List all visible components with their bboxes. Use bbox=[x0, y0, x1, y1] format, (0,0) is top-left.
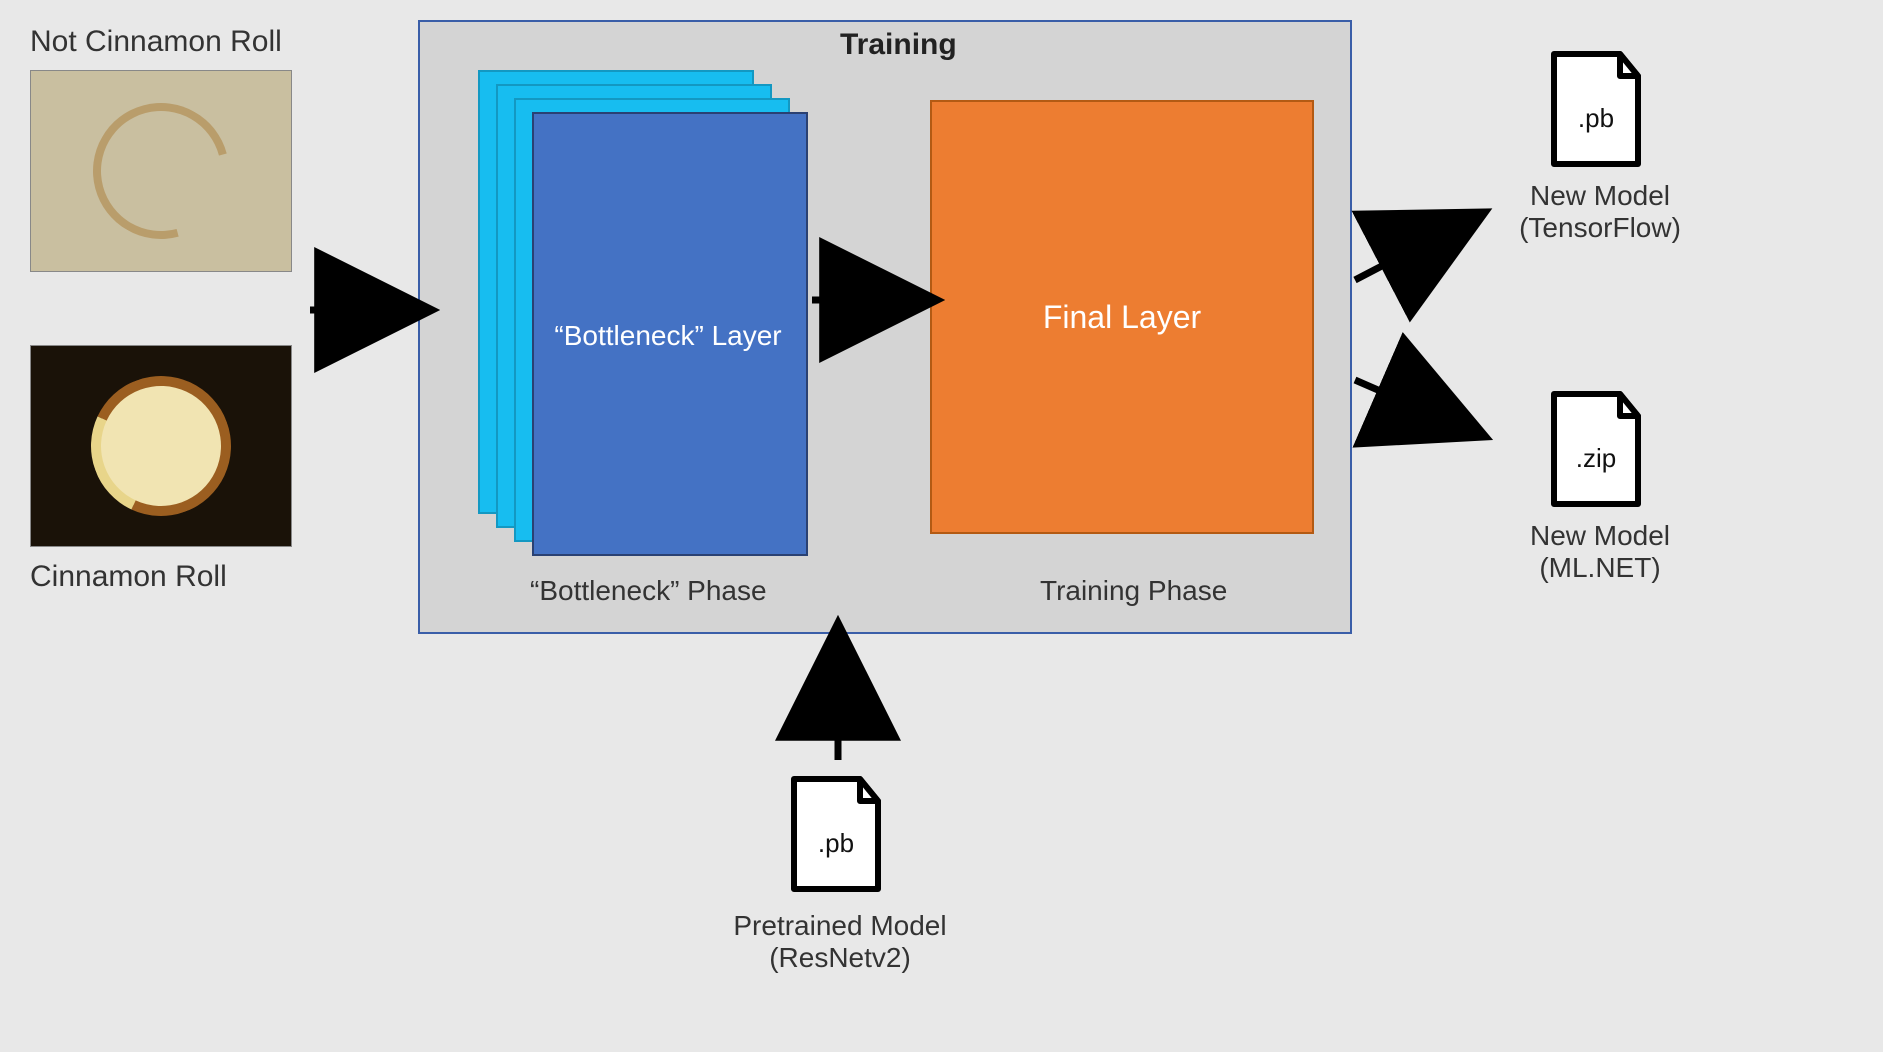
caption-line: (TensorFlow) bbox=[1500, 212, 1700, 244]
final-layer-box: Final Layer bbox=[930, 100, 1314, 534]
file-ext-label: .pb bbox=[790, 828, 882, 859]
output-caption-mlnet: New Model (ML.NET) bbox=[1500, 520, 1700, 584]
caption-line: (ResNetv2) bbox=[730, 942, 950, 974]
label-cinnamon-roll: Cinnamon Roll bbox=[30, 560, 227, 594]
file-ext-label: .pb bbox=[1550, 103, 1642, 134]
bottleneck-layer-label: “Bottleneck” Layer bbox=[532, 320, 804, 352]
caption-line: (ML.NET) bbox=[1500, 552, 1700, 584]
arrow-training-to-zip bbox=[1355, 380, 1470, 430]
image-not-cinnamon-roll bbox=[30, 70, 292, 272]
caption-line: New Model bbox=[1500, 520, 1700, 552]
swirl-icon bbox=[71, 356, 250, 535]
caption-line: New Model bbox=[1500, 180, 1700, 212]
label-not-cinnamon-roll: Not Cinnamon Roll bbox=[30, 25, 282, 59]
output-caption-tensorflow: New Model (TensorFlow) bbox=[1500, 180, 1700, 244]
arrow-training-to-pb bbox=[1355, 220, 1470, 280]
training-title: Training bbox=[840, 28, 957, 62]
training-phase-label: Training Phase bbox=[1040, 575, 1227, 607]
bottleneck-phase-label: “Bottleneck” Phase bbox=[530, 575, 767, 607]
file-ext-label: .zip bbox=[1550, 443, 1642, 474]
pretrained-caption: Pretrained Model (ResNetv2) bbox=[730, 910, 950, 974]
final-layer-label: Final Layer bbox=[1043, 299, 1201, 336]
diagram-canvas: Not Cinnamon Roll Cinnamon Roll Training… bbox=[0, 0, 1883, 1052]
caption-line: Pretrained Model bbox=[730, 910, 950, 942]
image-cinnamon-roll bbox=[30, 345, 292, 547]
swirl-icon bbox=[68, 78, 254, 264]
